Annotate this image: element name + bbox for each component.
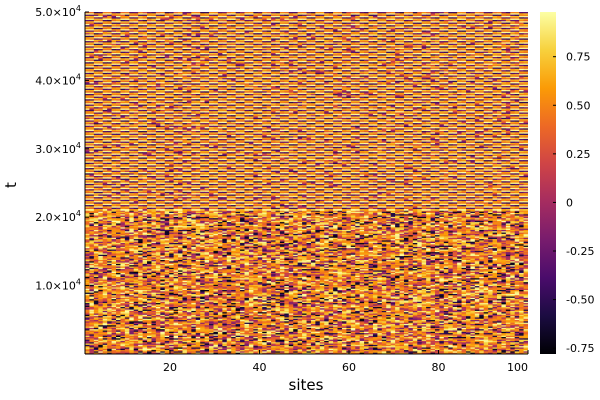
heatmap-cells [85,12,528,354]
